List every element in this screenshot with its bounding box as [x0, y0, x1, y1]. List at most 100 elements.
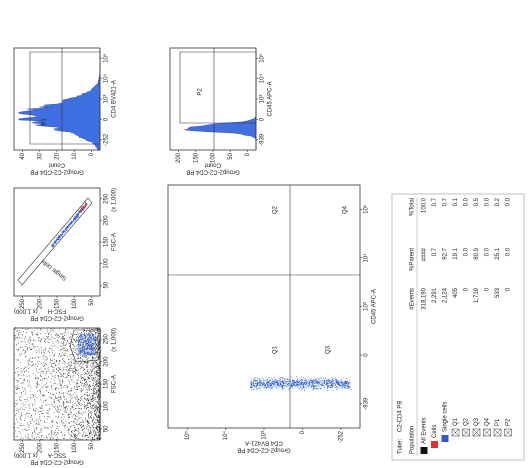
histogram [17, 48, 101, 151]
x-tick-label: -939 [364, 397, 370, 410]
x-tick-label: 200 [104, 215, 110, 226]
x-tick-label: 10⁵ [103, 53, 110, 63]
table-cell: 100.0 [422, 197, 428, 213]
table-cell: 2,124 [443, 287, 449, 303]
x-tick-label: 100 [104, 401, 110, 412]
y-axis-label: FSC-H [48, 307, 66, 313]
y-tick-label: 10⁴ [222, 431, 229, 441]
table-cell: 1,719 [474, 287, 480, 303]
table-header: %Parent [410, 248, 416, 271]
gate-label: Single cells [41, 258, 69, 281]
y-axis-label: Count [49, 161, 65, 167]
y-tick-label: 50 [228, 152, 234, 159]
x-axis-unit: (x 1,000) [112, 328, 118, 352]
y-tick-label: 250 [20, 442, 26, 453]
x-tick-label: 10⁴ [103, 74, 110, 84]
y-axis-unit: (x 1,000) [14, 451, 38, 457]
gate [17, 197, 93, 286]
table-cell: 92.7 [443, 247, 449, 259]
x-tick-label: 10³ [104, 95, 110, 104]
table-header: Population [410, 426, 416, 454]
x-tick-label: 10³ [364, 302, 370, 311]
x-tick-label: -939 [260, 133, 266, 146]
x-axis-label: CD4 BV421-A [112, 80, 118, 118]
population-color [441, 435, 449, 442]
plot-frame [167, 184, 361, 429]
table-cell: Q4 [485, 417, 491, 426]
table-cell: Q1 [453, 417, 459, 426]
y-tick-label: 0 [300, 430, 306, 434]
table-cell: 0.0 [464, 197, 470, 206]
x-tick-label: 250 [104, 334, 110, 345]
table-cell: 2,291 [432, 287, 438, 303]
plot-title: Group2-C2-CD4 PB [237, 446, 290, 452]
y-tick-label: 100 [211, 152, 217, 163]
table-cell: 0.0 [506, 247, 512, 256]
y-tick-label: 0 [245, 152, 251, 156]
event-cloud [250, 376, 351, 392]
x-tick-label: 10³ [260, 95, 266, 104]
y-tick-label: 200 [176, 152, 182, 163]
x-axis-label: FSC-A [112, 375, 118, 393]
x-axis-label: CD45 APC-A [372, 289, 378, 324]
table-cell: Cells [432, 425, 438, 438]
checkbox-cross [483, 428, 491, 437]
y-axis-label: Count [205, 161, 221, 167]
table-cell: 405 [453, 287, 459, 298]
gate-label: P1 [42, 118, 48, 126]
table-cell: 19.1 [453, 247, 459, 259]
table-cell: 0.7 [432, 197, 438, 206]
x-tick-label: 50 [104, 281, 110, 288]
x-tick-label: 150 [104, 236, 110, 247]
x-tick-label: 10⁵ [259, 53, 266, 63]
plot-title: Group2-C2-CD4 PB [186, 168, 239, 174]
y-tick-label: 10³ [262, 431, 268, 440]
gate-label: Q3 [326, 345, 332, 354]
gate-label: Q1 [273, 345, 279, 354]
event-cloud [79, 202, 88, 213]
table-cell: 0.1 [453, 197, 459, 206]
table-cell: 0 [506, 287, 512, 291]
y-tick-label: 50 [89, 442, 95, 449]
y-tick-label: 30 [37, 152, 43, 159]
x-axis-label: CD45 APC-A [268, 81, 274, 116]
y-tick-label: 250 [20, 298, 26, 309]
y-tick-label: 150 [55, 298, 61, 309]
y-tick-label: 50 [89, 298, 95, 305]
table-cell: 0.0 [485, 247, 491, 256]
y-axis-label: SSC-A [48, 451, 66, 457]
gate-label: Q4 [343, 205, 349, 214]
x-tick-label: 250 [104, 193, 110, 204]
x-tick-label: 50 [104, 425, 110, 432]
table-cell: P1 [495, 418, 501, 426]
histogram [184, 48, 257, 150]
table-cell: #### [422, 247, 428, 261]
table-cell: 80.9 [474, 247, 480, 259]
table-cell: 0 [485, 287, 491, 291]
y-tick-label: 100 [72, 442, 78, 453]
table-cell: All Events [422, 417, 428, 444]
plot-title: Group2-C2-CD4 PB [30, 314, 83, 320]
y-tick-label: 10 [72, 152, 78, 159]
table-cell: 0.0 [485, 197, 491, 206]
y-tick-label: 100 [72, 298, 78, 309]
x-tick-label: 200 [104, 356, 110, 367]
x-tick-label: 10⁵ [363, 204, 370, 214]
table-cell: 0 [464, 287, 470, 291]
y-tick-label: 40 [20, 152, 26, 159]
tube-name: C2-CD4 PB [398, 401, 404, 432]
y-tick-label: 200 [37, 298, 43, 309]
table-frame [391, 193, 525, 461]
y-tick-label: 200 [37, 442, 43, 453]
gate [179, 51, 256, 124]
plot-title: Group2-C2-CD4 PB [30, 168, 83, 174]
table-cell: 318,190 [422, 287, 428, 309]
y-tick-label: 150 [55, 442, 61, 453]
gate [29, 51, 100, 145]
tube-label: Tube: [398, 439, 404, 454]
plot-title: Group2-C2-CD4 PB [30, 458, 83, 464]
table-header: %Total [410, 198, 416, 216]
table-cell: 0.7 [432, 247, 438, 256]
table-cell: Q2 [464, 417, 470, 426]
